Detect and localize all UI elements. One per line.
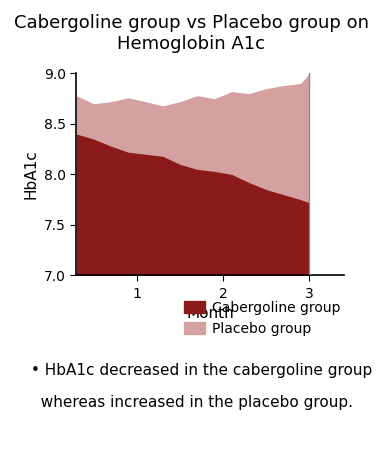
X-axis label: Month: Month [186, 306, 234, 321]
Y-axis label: HbA1c: HbA1c [23, 150, 39, 199]
Text: Cabergoline group vs Placebo group on
Hemoglobin A1c: Cabergoline group vs Placebo group on He… [13, 14, 369, 53]
Legend: Cabergoline group, Placebo group: Cabergoline group, Placebo group [185, 301, 341, 336]
Text: whereas increased in the placebo group.: whereas increased in the placebo group. [31, 395, 353, 410]
Text: • HbA1c decreased in the cabergoline group: • HbA1c decreased in the cabergoline gro… [31, 363, 372, 378]
